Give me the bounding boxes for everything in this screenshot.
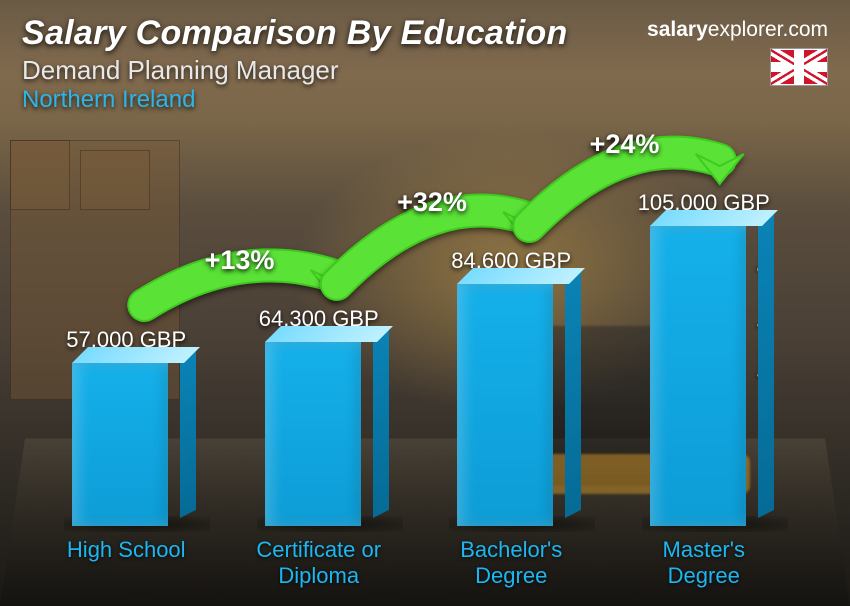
bar-0: 57,000 GBP: [42, 327, 211, 526]
x-label: Certificate orDiploma: [234, 537, 403, 588]
bar-1: 64,300 GBP: [234, 306, 403, 526]
brand-bold: salary: [647, 18, 708, 41]
x-labels: High School Certificate orDiploma Bachelor…: [30, 537, 800, 588]
x-label: Master'sDegree: [619, 537, 788, 588]
brand-text: salaryexplorer.com: [647, 18, 828, 42]
bar-shape: [265, 342, 373, 526]
bar-shape: [650, 226, 758, 526]
bar-shape: [72, 363, 180, 526]
uk-flag-icon: [770, 48, 828, 86]
bar-shape: [457, 284, 565, 526]
increment-label: +24%: [590, 129, 660, 159]
bars-container: 57,000 GBP64,300 GBP84,600 GBP105,000 GB…: [30, 160, 800, 526]
bar-3: 105,000 GBP: [619, 190, 788, 526]
brand-light: explorer.com: [708, 18, 828, 41]
chart-area: +13%+32%+24% 57,000 GBP64,300 GBP84,600 …: [30, 160, 800, 588]
x-label: Bachelor'sDegree: [427, 537, 596, 588]
x-label: High School: [42, 537, 211, 588]
bar-2: 84,600 GBP: [427, 248, 596, 526]
brand-block: salaryexplorer.com: [647, 18, 828, 86]
